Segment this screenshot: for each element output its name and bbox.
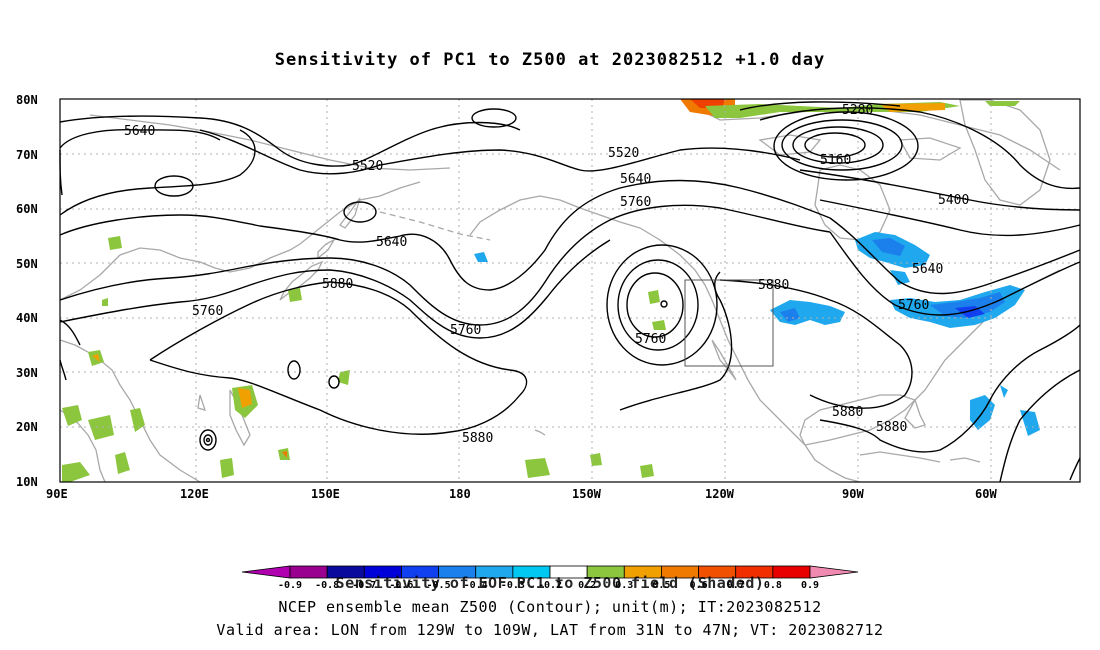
lon-label: 120W — [705, 487, 735, 501]
lat-label: 80N — [16, 93, 38, 107]
contour-label: 5760 — [620, 195, 651, 210]
contour-label: 5760 — [450, 323, 481, 338]
contour-label: 5520 — [352, 159, 383, 174]
lon-label: 150W — [572, 487, 602, 501]
contour-label: 5880 — [322, 277, 353, 292]
contour-label: 5400 — [938, 193, 969, 208]
contour-label: 5280 — [842, 103, 873, 118]
contour-label: 5640 — [376, 235, 407, 250]
lat-label: 70N — [16, 148, 38, 162]
lat-label: 50N — [16, 257, 38, 271]
lat-label: 40N — [16, 311, 38, 325]
contour-labels: 5640 5520 5640 5760 5880 5520 5640 5760 … — [124, 103, 969, 446]
caption-contour: NCEP ensemble mean Z500 (Contour); unit(… — [278, 598, 822, 616]
lon-label: 60W — [975, 487, 997, 501]
contour-label: 5640 — [124, 124, 155, 139]
contour-label: 5760 — [898, 298, 929, 313]
lat-label: 60N — [16, 202, 38, 216]
map-title: Sensitivity of PC1 to Z500 at 2023082512… — [274, 50, 826, 70]
lon-label: 90E — [46, 487, 68, 501]
contour-label: 5520 — [608, 146, 639, 161]
lat-label: 20N — [16, 420, 38, 434]
contour-label: 5160 — [820, 153, 851, 168]
caption-shading: Sensitivity of EOF PC1 to Z500 field (Sh… — [335, 574, 765, 592]
contour-label: 5760 — [635, 332, 666, 347]
lon-label: 90W — [842, 487, 864, 501]
lon-label: 150E — [311, 487, 340, 501]
latitude-labels: 80N 70N 60N 50N 40N 30N 20N 10N — [16, 93, 38, 489]
lat-label: 30N — [16, 366, 38, 380]
sensitivity-map: 5640 5520 5640 5760 5880 5520 5640 5760 … — [16, 93, 1081, 501]
contour-label: 5880 — [462, 431, 493, 446]
contour-label: 5640 — [912, 262, 943, 277]
longitude-labels: 90E 120E 150E 180 150W 120W 90W 60W — [46, 487, 997, 501]
lon-label: 120E — [180, 487, 209, 501]
contour-label: 5880 — [832, 405, 863, 420]
lon-label: 180 — [449, 487, 471, 501]
contour-label: 5640 — [620, 172, 651, 187]
contour-label: 5880 — [758, 278, 789, 293]
lat-label: 10N — [16, 475, 38, 489]
gridlines — [60, 99, 1080, 482]
contour-label: 5760 — [192, 304, 223, 319]
contour-label: 5880 — [876, 420, 907, 435]
caption-valid-area: Valid area: LON from 129W to 109W, LAT f… — [216, 621, 884, 639]
valid-area-box — [684, 279, 774, 367]
